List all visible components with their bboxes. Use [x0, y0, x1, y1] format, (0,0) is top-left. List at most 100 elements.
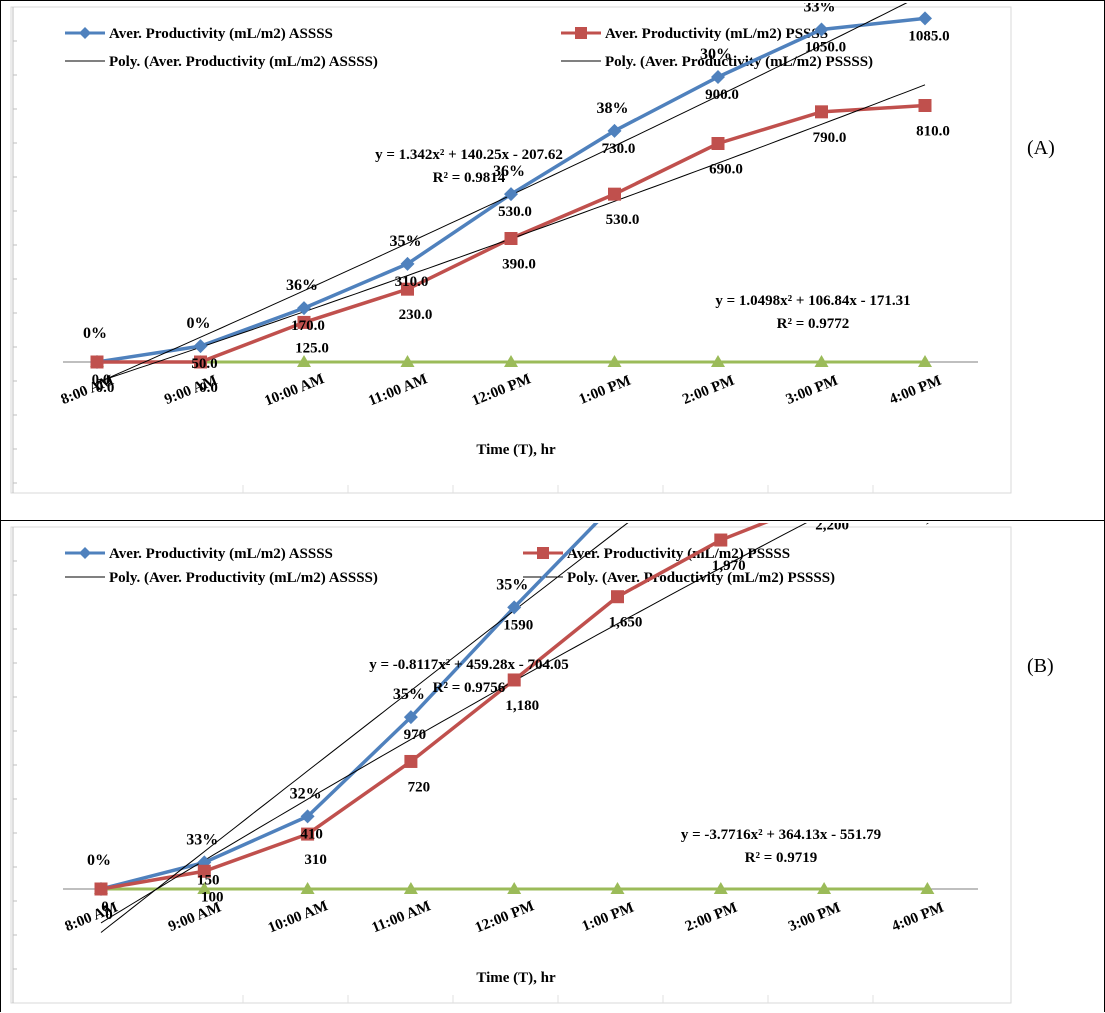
series-point-psssss: [297, 315, 311, 329]
data-label-psssss: 530.0: [606, 212, 640, 228]
series-point-psssss: [711, 137, 725, 150]
data-label-asssss: 2190: [607, 523, 637, 527]
data-label-psssss: 720: [408, 779, 431, 795]
data-label-psssss: 0: [105, 907, 113, 923]
legend-marker-psssss: [575, 27, 587, 39]
series-point-psssss: [507, 673, 521, 687]
percent-label: 33%: [804, 3, 836, 16]
data-label-psssss: 1,970: [712, 558, 746, 574]
series-point-asssss: [400, 256, 415, 271]
percent-label: 38%: [597, 100, 629, 117]
x-tick-label: 12:00 PM: [470, 371, 534, 409]
series-point-baseline: [504, 355, 518, 367]
x-axis-title: Time (T), hr: [476, 970, 556, 986]
x-tick-label: 8:00 AM: [59, 372, 116, 408]
chart-b-svg: Aver. Productivity (mL/m2) ASSSS Aver. Pr…: [10, 523, 1012, 1004]
panel-label-a: (A): [1027, 137, 1055, 159]
series-point-psssss: [90, 355, 104, 369]
series-point-psssss: [504, 232, 518, 245]
x-tick-label: 9:00 AM: [162, 372, 219, 408]
data-label-psssss: 2,240: [919, 523, 953, 526]
legend-label-psssss: Aver. Productivity (mL/m2) PSSSS: [567, 546, 790, 562]
percent-label: 0%: [187, 315, 211, 332]
data-label-asssss: 1085.0: [908, 28, 949, 44]
x-tick-label: 1:00 PM: [580, 900, 637, 935]
series-point-psssss: [404, 754, 418, 768]
series-point-psssss: [194, 355, 207, 369]
data-label-psssss: 1,180: [505, 698, 539, 714]
legend-marker-asssss: [79, 27, 91, 39]
x-tick-label: 12:00 PM: [473, 898, 537, 936]
data-label-asssss: 50.0: [191, 356, 217, 372]
series-point-asssss: [300, 809, 315, 824]
series-point-baseline: [400, 355, 415, 367]
trendline-r2-psssss: R² = 0.9719: [745, 850, 818, 866]
chart-area-border: [10, 526, 1012, 1004]
data-label-asssss: 150: [197, 872, 220, 888]
data-label-asssss: 1050.0: [805, 40, 846, 56]
trendline-r2-asssss: R² = 0.9814: [433, 170, 506, 186]
series-point-baseline: [814, 355, 829, 367]
trendline-r2-psssss: R² = 0.9772: [777, 316, 850, 332]
percent-label: 34%: [907, 3, 939, 4]
series-point-baseline: [610, 882, 625, 894]
x-tick-label: 9:00 AM: [166, 899, 223, 935]
series-point-asssss: [197, 855, 212, 870]
chart-panel-b: Aver. Productivity (mL/m2) ASSSS Aver. Pr…: [0, 520, 1105, 1012]
legend-marker-asssss: [79, 547, 91, 559]
data-label-psssss: 810.0: [916, 124, 950, 140]
data-label-psssss: 100: [201, 889, 224, 905]
series-point-baseline: [403, 882, 418, 894]
panel-label-b: (B): [1027, 655, 1054, 677]
data-label-asssss: 970: [404, 727, 427, 743]
x-tick-label: 2:00 PM: [680, 373, 737, 408]
series-point-baseline: [607, 355, 622, 367]
chart-area-border: [10, 6, 1012, 494]
data-label-psssss: 2,200: [815, 523, 849, 533]
x-tick-label: 3:00 PM: [786, 900, 843, 935]
data-label-asssss: 170.0: [291, 318, 325, 334]
series-point-baseline: [817, 882, 832, 894]
trendline-equation-asssss: y = -0.8117x² + 459.28x - 704.05: [369, 657, 569, 673]
data-label-asssss: 0.0: [92, 372, 111, 388]
trendline-r2-asssss: R² = 0.9756: [433, 680, 506, 696]
percent-label: 32%: [290, 785, 322, 802]
series-point-psssss: [197, 864, 211, 878]
series-point-baseline: [713, 882, 728, 894]
data-label-psssss: 125.0: [295, 340, 329, 356]
legend-label-psssss: Aver. Productivity (mL/m2) PSSSS: [605, 26, 828, 42]
x-tick-label: 2:00 PM: [683, 900, 740, 935]
legend-label-trend-psssss: Poly. (Aver. Productivity (mL/m2) PSSSS): [605, 54, 873, 70]
data-label-asssss: 310.0: [395, 274, 429, 290]
series-point-baseline: [920, 882, 935, 894]
percent-label: 36%: [493, 163, 525, 180]
legend-label-asssss: Aver. Productivity (mL/m2) ASSSS: [109, 26, 333, 42]
data-label-psssss: 1,650: [609, 615, 643, 631]
x-tick-label: 3:00 PM: [784, 373, 841, 408]
series-point-asssss: [193, 339, 208, 354]
data-label-asssss: 1590: [503, 617, 533, 633]
series-point-asssss: [711, 70, 725, 84]
chart-panel-a: Aver. Productivity (mL/m2) ASSSS Aver. Pr…: [0, 0, 1105, 521]
x-tick-label: 4:00 PM: [887, 373, 944, 408]
series-point-baseline: [507, 882, 522, 894]
legend-label-trend-asssss: Poly. (Aver. Productivity (mL/m2) ASSSS): [109, 54, 378, 70]
trendline-equation-asssss: y = 1.342x² + 140.25x - 207.62: [375, 147, 563, 163]
percent-label: 33%: [186, 831, 218, 848]
data-label-asssss: 900.0: [705, 87, 739, 103]
x-tick-label: 11:00 AM: [366, 371, 430, 409]
trendline-equation-psssss: y = 1.0498x² + 106.84x - 171.31: [715, 293, 910, 309]
series-point-asssss: [607, 123, 622, 138]
percent-label: 35%: [393, 686, 425, 703]
data-label-psssss: 790.0: [813, 130, 847, 146]
series-point-baseline: [297, 355, 311, 367]
chart-a-svg: Aver. Productivity (mL/m2) ASSSS Aver. Pr…: [10, 3, 1012, 494]
percent-label: 35%: [390, 233, 422, 250]
trendline-equation-psssss: y = -3.7716x² + 364.13x - 551.79: [681, 827, 881, 843]
legend-label-trend-asssss: Poly. (Aver. Productivity (mL/m2) ASSSS): [109, 570, 378, 586]
series-point-baseline: [711, 355, 725, 367]
data-label-psssss: 0.0: [199, 380, 218, 396]
x-tick-label: 10:00 AM: [262, 371, 326, 409]
percent-label: 35%: [496, 576, 528, 593]
x-tick-label: 10:00 AM: [266, 898, 330, 936]
